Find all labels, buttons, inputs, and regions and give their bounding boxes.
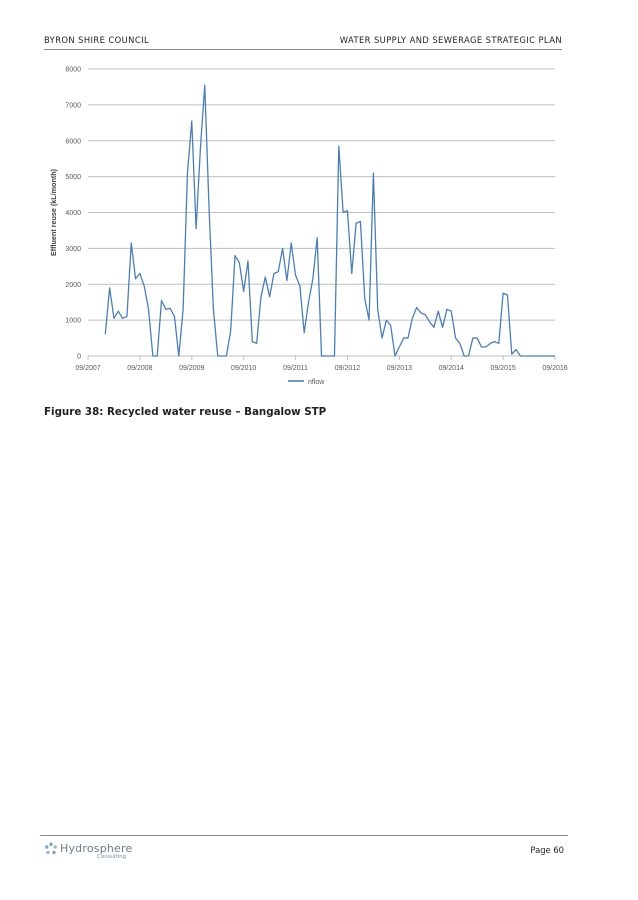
series-line-nflow (104, 84, 555, 357)
legend-label: nflow (308, 379, 325, 386)
x-tick-label: 09/2009 (179, 365, 204, 372)
y-tick-label: 4000 (65, 210, 81, 217)
effluent-reuse-chart: 0 1000 2000 3000 4000 5000 6000 7000 8000 09/200… (49, 67, 568, 387)
x-tick-label: 09/2014 (439, 365, 464, 372)
y-axis-label: Effluent reuse (kL/month) (49, 168, 58, 256)
x-tick-label: 09/2016 (542, 365, 567, 372)
page-header: BYRON SHIRE COUNCIL WATER SUPPLY AND SEW… (44, 35, 562, 50)
x-tick-label: 09/2012 (335, 365, 360, 372)
x-tick-label: 09/2010 (231, 365, 256, 372)
header-council-name: BYRON SHIRE COUNCIL (44, 35, 150, 45)
y-tick-label: 5000 (65, 174, 81, 181)
hydrosphere-logo-icon (45, 842, 57, 855)
logo-subtitle: Consulting (97, 854, 127, 860)
y-tick-label: 7000 (65, 102, 81, 109)
footer-divider (40, 835, 568, 836)
page-number: Page 60 (530, 845, 564, 855)
y-tick-label: 8000 (65, 67, 81, 74)
x-tick-label: 09/2013 (387, 365, 412, 372)
y-tick-label: 2000 (65, 282, 81, 289)
y-tick-label: 1000 (65, 318, 81, 325)
y-tick-label: 0 (77, 354, 81, 361)
logo-name: Hydrosphere (60, 842, 133, 855)
hydrosphere-logo: Hydrosphere Consulting (44, 842, 164, 862)
x-tick-label: 09/2007 (75, 365, 100, 372)
y-tick-label: 3000 (65, 246, 81, 253)
chart-gridlines (88, 68, 555, 357)
x-tick-label: 09/2015 (490, 365, 515, 372)
chart-legend: nflow (288, 379, 325, 386)
figure-caption: Figure 38: Recycled water reuse – Bangal… (44, 406, 327, 418)
x-axis-ticks: 09/2007 09/2008 09/2009 09/2010 09/2011 09/20… (75, 356, 568, 372)
y-tick-label: 6000 (65, 138, 81, 145)
x-tick-label: 09/2011 (283, 365, 308, 372)
y-axis-ticks: 0 1000 2000 3000 4000 5000 6000 7000 8000 (65, 67, 81, 361)
series-layer (104, 84, 555, 357)
x-tick-label: 09/2008 (127, 365, 152, 372)
header-plan-title: WATER SUPPLY AND SEWERAGE STRATEGIC PLAN (339, 35, 562, 45)
